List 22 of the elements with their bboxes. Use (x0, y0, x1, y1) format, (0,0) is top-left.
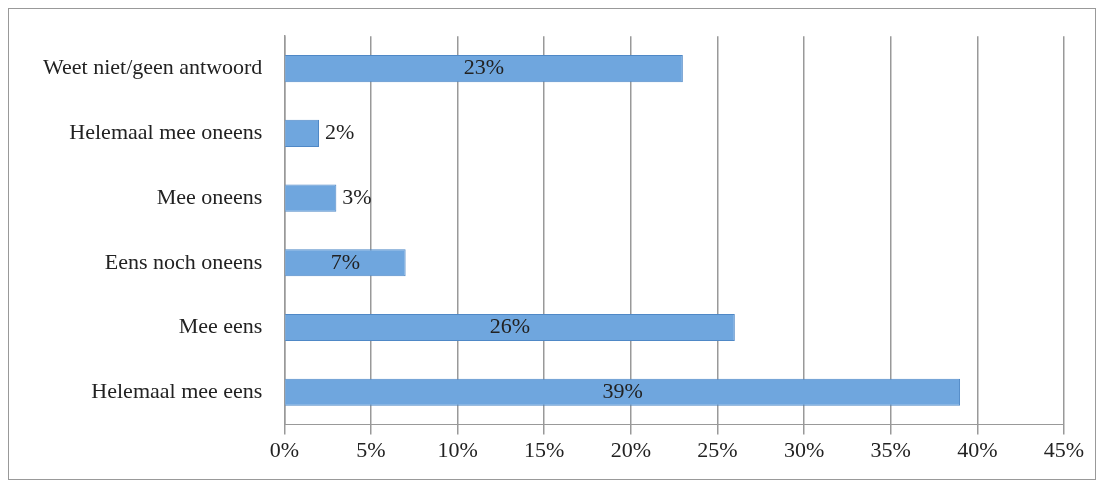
data-label: 26% (489, 313, 531, 339)
data-label: 7% (330, 248, 361, 274)
data-label: 2% (325, 119, 355, 145)
x-tick-label: 0% (269, 436, 300, 462)
data-label: 39% (602, 378, 643, 404)
x-tick-label: 30% (783, 436, 825, 462)
y-tick-label: Helemaal mee oneens (69, 119, 263, 145)
x-tick-label: 10% (437, 436, 478, 462)
data-label: 23% (463, 54, 505, 80)
x-tick-label: 40% (957, 436, 998, 462)
data-label: 3% (342, 183, 372, 209)
y-tick-label: Weet niet/geen antwoord (42, 54, 263, 80)
x-tick-label: 5% (356, 436, 386, 462)
x-tick-label: 35% (870, 436, 911, 462)
y-tick-label: Helemaal mee eens (91, 378, 263, 404)
x-tick-label: 25% (697, 436, 738, 462)
y-tick-label: Mee eens (178, 313, 263, 339)
x-tick-label: 20% (610, 436, 652, 462)
x-tick-label: 45% (1043, 436, 1085, 462)
x-tick-label: 15% (524, 436, 565, 462)
y-tick-label: Eens noch oneens (104, 248, 263, 274)
y-tick-label: Mee oneens (156, 183, 263, 209)
